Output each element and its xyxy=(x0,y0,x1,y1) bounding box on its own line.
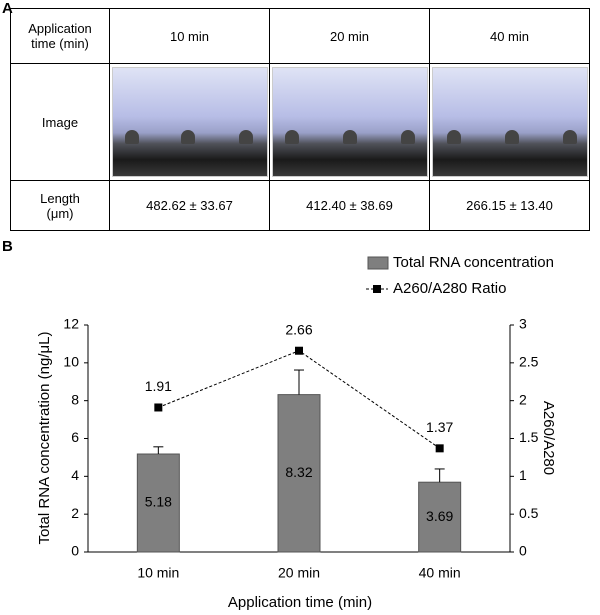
y-tick-label: 10 xyxy=(63,354,79,370)
header-cell: 10 min xyxy=(109,8,270,64)
micrograph xyxy=(271,67,428,177)
length-cell: 482.62 ± 33.67 xyxy=(109,180,270,231)
panel-label: A xyxy=(2,0,13,17)
legend-label: Total RNA concentration xyxy=(393,254,554,271)
row-label: Length (μm) xyxy=(40,190,80,221)
y2-tick-label: 3 xyxy=(519,316,527,332)
legend-label: A260/A280 Ratio xyxy=(393,280,506,297)
ratio-marker xyxy=(295,346,303,355)
y2-tick-label: 1.5 xyxy=(519,429,539,445)
ratio-value-label: 1.37 xyxy=(426,419,453,435)
x-axis-title: Application time (min) xyxy=(228,594,372,611)
ratio-marker xyxy=(435,444,444,453)
bar-value-label: 5.18 xyxy=(145,494,172,510)
y2-tick-label: 1 xyxy=(519,467,527,483)
y-tick-label: 6 xyxy=(71,429,79,445)
ratio-value-label: 1.91 xyxy=(145,378,172,394)
micrograph xyxy=(111,67,268,177)
bar xyxy=(136,453,180,553)
y2-axis-title: A260/A280 xyxy=(540,401,557,475)
y-tick-label: 8 xyxy=(71,391,79,407)
y2-tick-label: 2 xyxy=(519,391,527,407)
y-axis-title: Total RNA concentration (ng/μL) xyxy=(36,332,53,545)
y2-tick-label: 0.5 xyxy=(519,505,539,521)
ratio-marker xyxy=(154,403,163,412)
legend-swatch xyxy=(367,256,389,270)
y2-tick-label: 2.5 xyxy=(519,354,539,370)
y-tick-label: 12 xyxy=(63,316,79,332)
bar-value-label: 3.69 xyxy=(426,508,453,524)
row-label: Image xyxy=(10,63,110,181)
results-table: Application time (min) 10 min 20 min 40 … xyxy=(10,8,590,231)
header-cell: Application time (min) xyxy=(28,21,92,51)
length-cell: 266.15 ± 13.40 xyxy=(429,180,590,231)
header-cell: 20 min xyxy=(269,8,430,64)
ratio-value-label: 2.66 xyxy=(285,321,312,337)
header-cell: 40 min xyxy=(429,8,590,64)
legend-swatch xyxy=(373,285,381,293)
x-tick-label: 40 min xyxy=(419,565,461,581)
bar xyxy=(277,394,321,553)
y-tick-label: 0 xyxy=(71,543,79,559)
x-tick-label: 20 min xyxy=(278,565,320,581)
panel-label: B xyxy=(2,238,13,255)
y-tick-label: 4 xyxy=(71,467,79,483)
x-tick-label: 10 min xyxy=(137,565,179,581)
micrograph xyxy=(431,67,588,177)
y-tick-label: 2 xyxy=(71,505,79,521)
bar-value-label: 8.32 xyxy=(285,464,312,480)
y2-tick-label: 0 xyxy=(519,543,527,559)
